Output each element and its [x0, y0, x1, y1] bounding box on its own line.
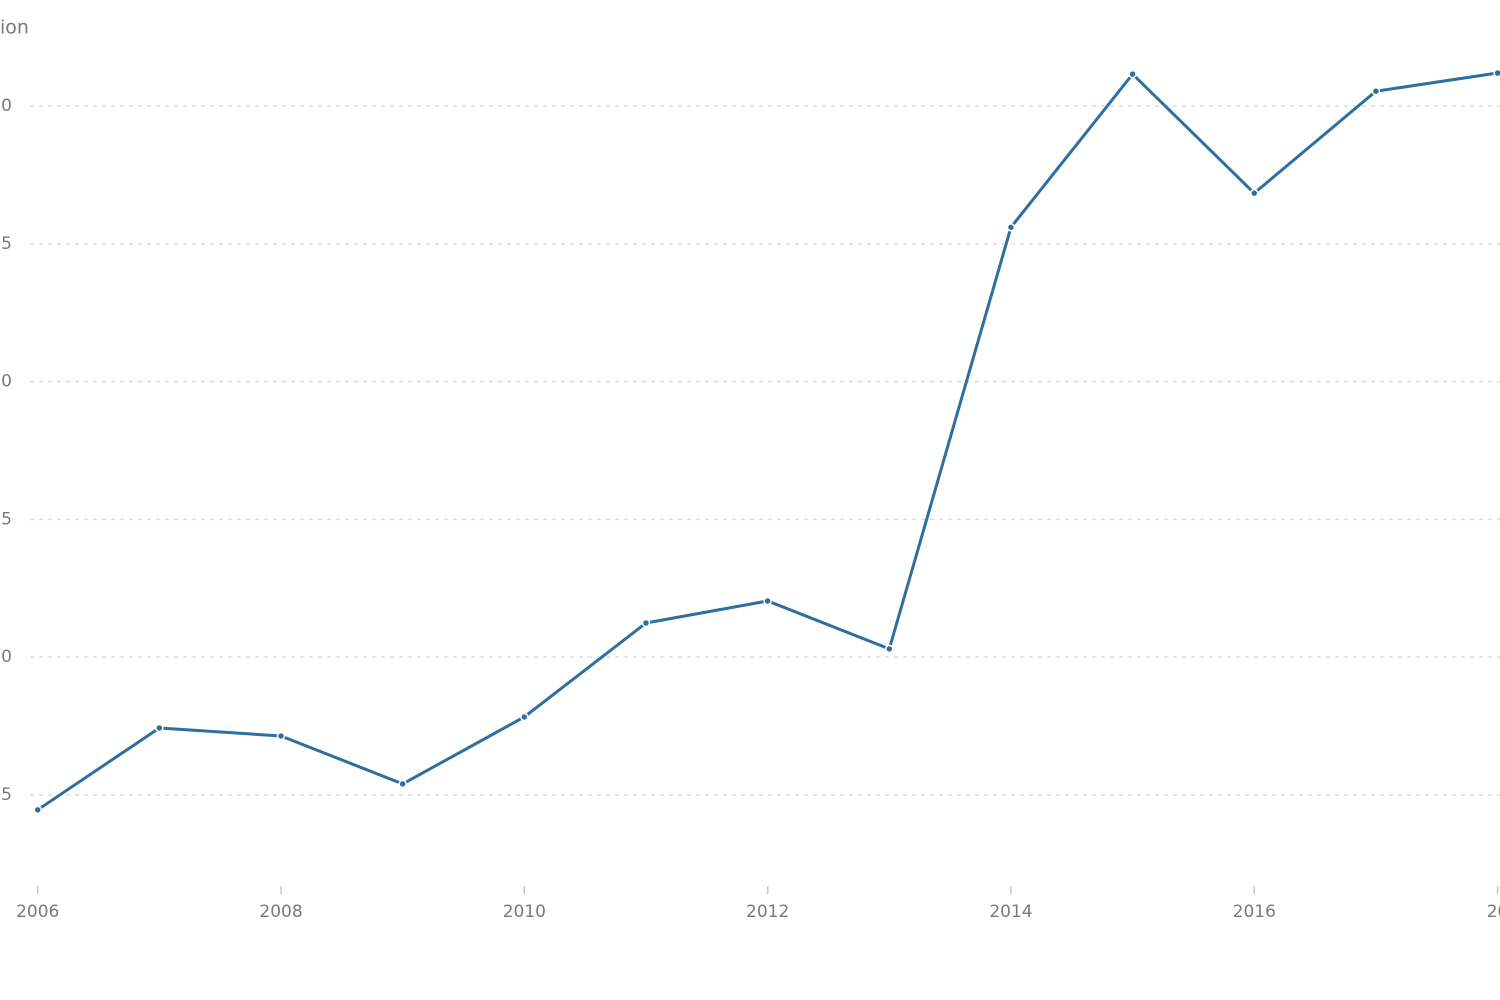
axis-unit-label: ion [0, 17, 29, 39]
y-tick-label: 0 [1, 96, 12, 116]
data-point [763, 596, 772, 606]
data-point [1006, 223, 1016, 232]
data-point [520, 712, 529, 722]
x-tick-label: 20 [1487, 902, 1500, 922]
data-point [1493, 68, 1500, 78]
x-tick-label: 2010 [503, 902, 546, 922]
data-point [885, 644, 894, 654]
data-point [398, 779, 407, 789]
y-tick-label: 0 [1, 372, 12, 392]
data-point [33, 805, 42, 815]
data-point [1128, 69, 1137, 79]
data-point [1250, 188, 1259, 198]
x-tick-label: 2014 [989, 902, 1032, 922]
data-line [36, 71, 1498, 812]
y-tick-label: 5 [1, 509, 12, 529]
x-tick-label: 2016 [1233, 902, 1276, 922]
x-tick-label: 2012 [746, 902, 789, 922]
data-point [641, 618, 651, 628]
y-tick-label: 5 [1, 785, 12, 805]
data-point [155, 723, 164, 733]
y-tick-label: 0 [1, 647, 12, 667]
data-point [276, 731, 286, 741]
x-tick-label: 2006 [16, 902, 59, 922]
x-tick-label: 2008 [259, 902, 302, 922]
y-tick-label: 5 [1, 234, 12, 254]
data-point [1371, 86, 1381, 96]
